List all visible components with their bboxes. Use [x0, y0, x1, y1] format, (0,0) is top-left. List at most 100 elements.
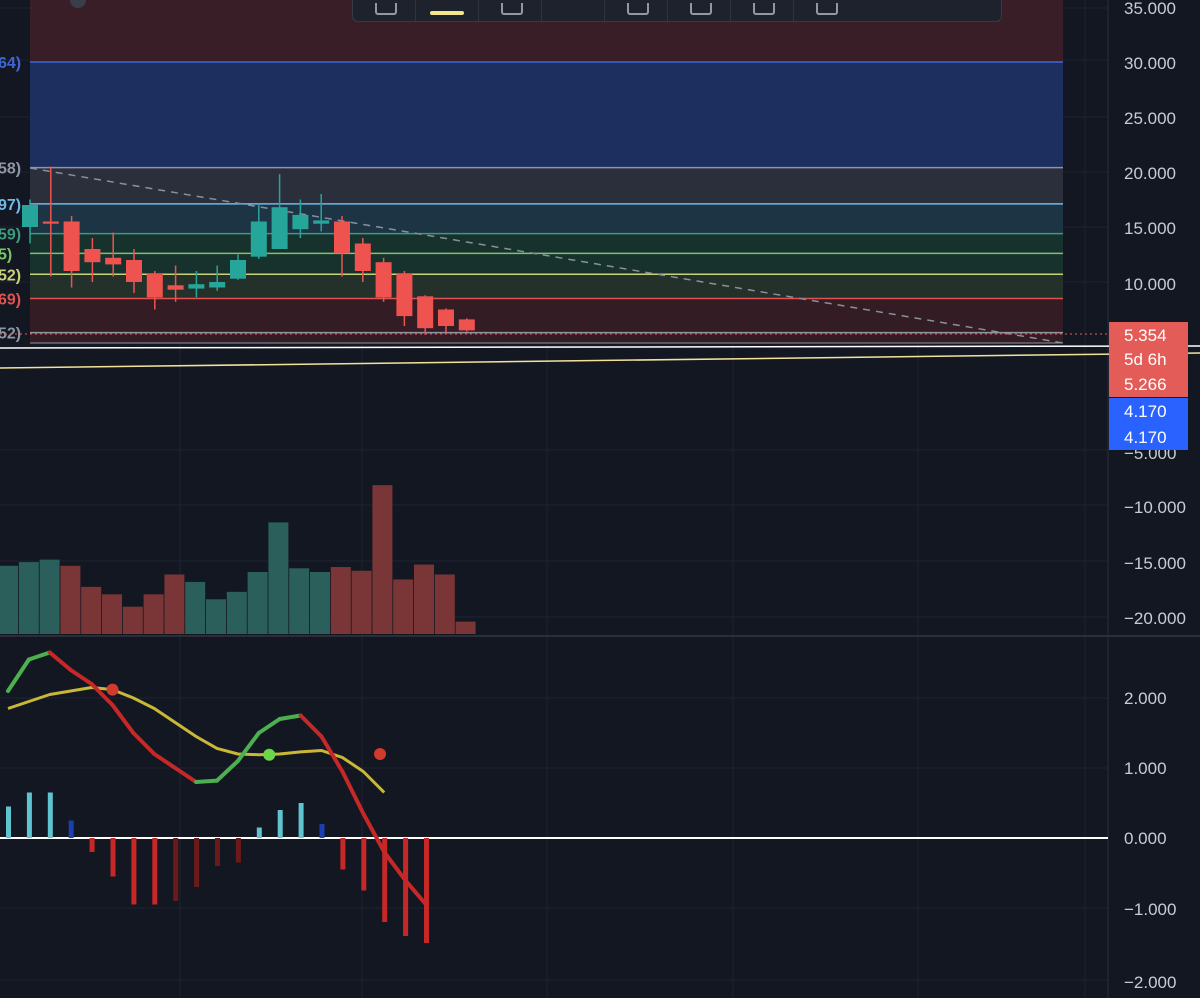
volume-bar	[39, 559, 60, 634]
macd-axis-tick: −2.000	[1124, 973, 1176, 992]
macd-line-segment	[361, 811, 387, 854]
macd-line-segment	[382, 850, 408, 882]
crossover-marker	[374, 748, 387, 760]
macd-histogram-bar	[403, 838, 409, 936]
macd-axis-tick: 0.000	[1124, 829, 1167, 848]
price-axis-tick: 15.000	[1124, 219, 1176, 238]
alert-icon	[627, 3, 649, 15]
macd-line-segment	[319, 734, 345, 774]
volume-histogram	[0, 485, 476, 634]
toolbar-alert-icon[interactable]	[604, 0, 667, 21]
volume-bar	[81, 586, 102, 634]
candle-body	[84, 249, 101, 263]
fib-level-label: 64)	[0, 55, 21, 72]
macd-histogram-bar	[382, 838, 388, 922]
macd-line-segment	[68, 668, 94, 686]
toolbar-trash-icon[interactable]	[793, 0, 856, 21]
macd-histogram-bar	[361, 838, 367, 891]
candle-body	[230, 260, 246, 279]
macd-histogram-bar	[319, 824, 325, 838]
macd-histogram-bar	[68, 820, 74, 838]
candle-body	[209, 282, 226, 288]
price-tag-box	[1109, 371, 1188, 397]
price-tag-box	[1109, 346, 1188, 372]
candle-body	[22, 205, 38, 227]
fib-level-label: 97)	[0, 197, 21, 214]
macd-line-segment	[47, 650, 73, 672]
macd-histogram-bar	[298, 803, 304, 838]
macd-histogram-bar	[47, 792, 53, 838]
price-tag-box	[1109, 398, 1188, 424]
macd-line-segment	[340, 769, 366, 816]
price-axis-tick: −15.000	[1124, 554, 1186, 573]
volume-bar	[164, 574, 185, 634]
macd-histogram-bar	[89, 838, 95, 852]
symbol-logo-icon	[70, 0, 86, 8]
macd-line-segment	[215, 759, 240, 783]
macd-histogram-bar	[215, 838, 220, 866]
macd-histogram-bar	[256, 827, 262, 838]
macd-histogram-bar	[235, 838, 241, 863]
candle-body	[63, 221, 80, 271]
trendlines[interactable]	[0, 167, 1200, 369]
candle-body	[354, 243, 371, 271]
price-axis-tick: −20.000	[1124, 609, 1186, 628]
trash-icon	[816, 3, 838, 15]
measure-icon	[690, 3, 712, 15]
crossover-marker	[263, 748, 276, 761]
volume-bar	[143, 594, 164, 634]
macd-histogram-bar	[26, 792, 32, 838]
toolbar-measure-icon[interactable]	[667, 0, 730, 21]
macd-histogram-bar	[152, 838, 158, 905]
volume-bar	[185, 581, 206, 634]
volume-bar	[206, 599, 226, 634]
macd-line-segment	[277, 713, 303, 721]
price-axis-tick: 30.000	[1124, 54, 1176, 73]
line-style-icon	[430, 11, 464, 15]
settings-icon	[753, 3, 775, 15]
macd-axis-tick: 1.000	[1124, 759, 1167, 778]
rising-trendline-yellow	[0, 352, 1200, 369]
candle-body	[292, 214, 309, 230]
price-axis[interactable]: 35.00030.00025.00020.00015.00010.000−5.0…	[1124, 0, 1186, 992]
toolbar-text-icon[interactable]	[478, 0, 541, 21]
macd-line-segment	[110, 703, 136, 735]
candle-body	[417, 296, 434, 329]
candle-body	[438, 309, 454, 326]
symbol-legend[interactable]	[70, 0, 86, 10]
signal-line	[7, 686, 386, 794]
fib-zone-lightblue	[30, 203, 1063, 234]
volume-bar	[289, 568, 310, 634]
macd-histogram-bar	[340, 838, 346, 870]
macd-axis-tick: 2.000	[1124, 689, 1167, 708]
candle-body	[458, 319, 475, 331]
candle-body	[105, 257, 122, 265]
volume-bar	[310, 572, 330, 634]
price-tag-label: 5d 6h	[1124, 350, 1167, 369]
price-tag-label: 5.266	[1124, 375, 1167, 394]
toolbar-candles-icon[interactable]	[353, 0, 415, 21]
toolbar-settings-icon[interactable]	[730, 0, 793, 21]
macd-histogram-bar	[131, 838, 137, 905]
toolbar-line-style-icon[interactable]	[415, 0, 478, 21]
macd-line-segment	[89, 682, 115, 707]
macd-histogram-bar	[194, 838, 200, 887]
dashed-trendline	[29, 167, 1064, 344]
candle-body	[167, 285, 184, 290]
fib-zone-grey	[30, 167, 1063, 204]
volume-bar	[102, 594, 122, 634]
volume-bar	[60, 565, 81, 634]
macd-histogram-bar	[110, 838, 116, 877]
macd-histogram-bar	[277, 810, 283, 838]
candle-body	[42, 221, 59, 224]
volume-bar	[226, 591, 247, 634]
candle-body	[396, 273, 413, 317]
macd-line-segment	[26, 650, 52, 662]
volume-bar	[122, 606, 143, 634]
candlestick-series	[22, 166, 475, 335]
macd-line-segment	[235, 731, 261, 763]
toolbar-blank[interactable]	[541, 0, 604, 21]
price-axis-tick: 25.000	[1124, 109, 1176, 128]
volume-bar	[330, 567, 351, 634]
